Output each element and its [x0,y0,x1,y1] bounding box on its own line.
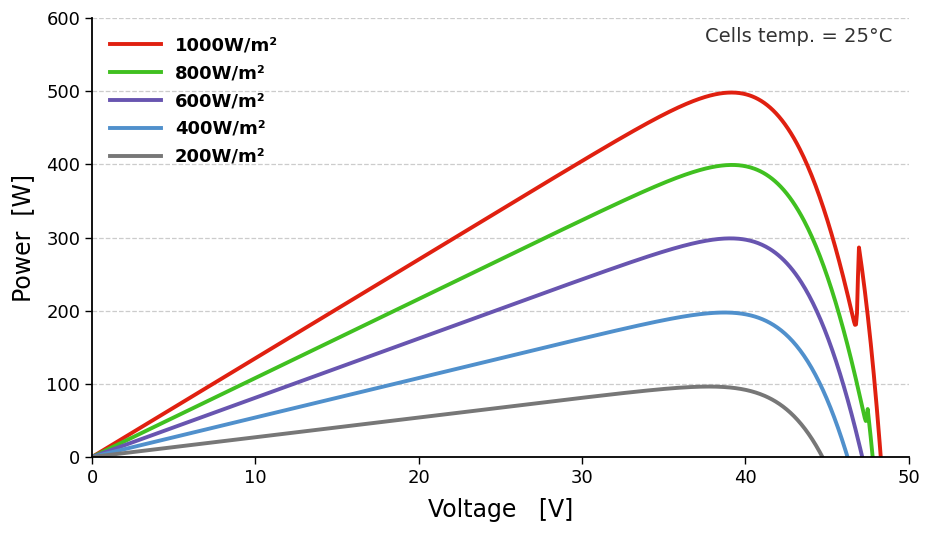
400W/m² [545,343,556,349]
600W/m² [87,454,98,460]
Line: 200W/m²: 200W/m² [92,386,822,457]
1000W/m² [766,106,777,112]
Line: 1000W/m²: 1000W/m² [92,93,881,457]
X-axis label: Voltage   [V]: Voltage [V] [427,498,573,522]
600W/m² [857,454,868,460]
1000W/m² [588,150,600,157]
200W/m² [530,400,541,407]
400W/m² [568,337,579,344]
600W/m² [724,235,735,241]
800W/m² [87,454,98,460]
200W/m² [716,384,727,390]
400W/m² [659,317,670,323]
800W/m² [540,235,551,241]
800W/m² [760,171,771,177]
Legend: 1000W/m², 800W/m², 600W/m², 400W/m², 200W/m²: 1000W/m², 800W/m², 600W/m², 400W/m², 200… [101,27,288,175]
1000W/m² [545,177,556,183]
400W/m² [738,311,749,317]
1000W/m² [565,165,576,171]
400W/m² [719,309,730,316]
200W/m² [510,402,521,409]
200W/m² [87,454,98,460]
1000W/m² [87,454,98,460]
800W/m² [134,431,145,437]
600W/m² [750,239,762,246]
800W/m² [679,172,690,179]
1000W/m² [684,99,695,106]
Text: Cells temp. = 25°C: Cells temp. = 25°C [705,27,892,46]
600W/m² [134,437,145,443]
600W/m² [670,245,681,251]
1000W/m² [875,453,886,459]
1000W/m² [135,424,146,431]
400W/m² [842,454,853,460]
600W/m² [554,284,565,290]
200W/m² [641,387,652,394]
800W/m² [560,225,572,231]
800W/m² [584,214,595,220]
Line: 400W/m²: 400W/m² [92,312,847,457]
Line: 600W/m²: 600W/m² [92,238,862,457]
800W/m² [726,161,737,168]
400W/m² [87,454,98,460]
Y-axis label: Power  [W]: Power [W] [11,174,35,302]
400W/m² [525,348,536,354]
800W/m² [867,453,878,459]
400W/m² [133,442,144,449]
600W/m² [533,292,545,298]
600W/m² [577,276,588,282]
200W/m² [552,398,563,404]
Line: 800W/m²: 800W/m² [92,165,872,457]
200W/m² [816,454,828,460]
200W/m² [704,383,715,390]
200W/m² [131,448,142,455]
1000W/m² [726,90,737,96]
